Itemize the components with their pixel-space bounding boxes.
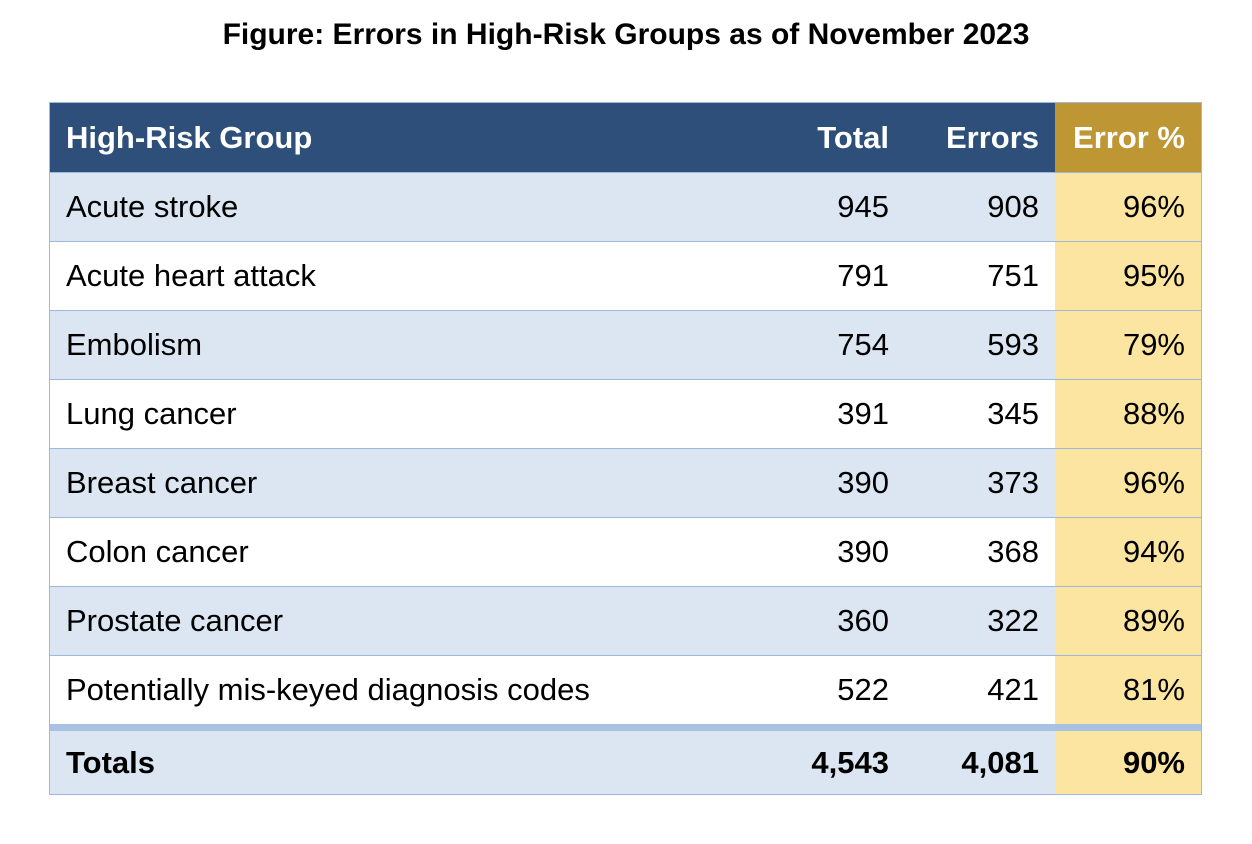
errors-cell: 373 [987,465,1039,500]
error-percent-cell: 89% [1055,587,1201,655]
totals-row: Totals 4,543 4,081 90% [50,724,1201,794]
error-percent-cell: 94% [1055,518,1201,586]
total-cell: 791 [837,258,889,293]
table-row: Acute heart attack 791 751 95% [50,241,1201,310]
group-cell: Embolism [66,327,203,362]
table-row: Embolism 754 593 79% [50,310,1201,379]
table-row: Acute stroke 945 908 96% [50,172,1201,241]
totals-total: 4,543 [811,744,889,780]
total-cell: 522 [837,672,889,707]
errors-cell: 421 [987,672,1039,707]
error-percent-cell: 81% [1055,656,1201,724]
group-cell: Acute stroke [66,189,239,224]
total-cell: 390 [837,465,889,500]
error-percent-cell: 96% [1055,173,1201,241]
table-row: Potentially mis-keyed diagnosis codes 52… [50,655,1201,724]
errors-cell: 908 [987,189,1039,224]
errors-cell: 593 [987,327,1039,362]
table-row: Colon cancer 390 368 94% [50,517,1201,586]
header-total: Total [817,119,889,155]
group-cell: Colon cancer [66,534,249,569]
errors-table: High-Risk Group Total Errors Error % Acu… [49,102,1202,795]
table-row: Prostate cancer 360 322 89% [50,586,1201,655]
total-cell: 754 [837,327,889,362]
header-errors: Errors [945,119,1039,155]
total-cell: 945 [837,189,889,224]
errors-cell: 345 [987,396,1039,431]
errors-cell: 751 [987,258,1039,293]
header-error-percent: Error % [1055,103,1201,172]
table-row: Lung cancer 391 345 88% [50,379,1201,448]
figure-title: Figure: Errors in High-Risk Groups as of… [222,18,1030,51]
table-header-row: High-Risk Group Total Errors Error % [50,103,1201,172]
total-cell: 360 [837,603,889,638]
group-cell: Breast cancer [66,465,258,500]
totals-label: Totals [66,744,155,780]
error-percent-cell: 96% [1055,449,1201,517]
error-percent-cell: 88% [1055,380,1201,448]
error-percent-cell: 79% [1055,311,1201,379]
table-row: Breast cancer 390 373 96% [50,448,1201,517]
group-cell: Lung cancer [66,396,237,431]
totals-error-percent: 90% [1055,731,1201,794]
error-percent-cell: 95% [1055,242,1201,310]
errors-cell: 322 [987,603,1039,638]
group-cell: Prostate cancer [66,603,284,638]
group-cell: Acute heart attack [66,258,316,293]
errors-cell: 368 [987,534,1039,569]
total-cell: 390 [837,534,889,569]
total-cell: 391 [837,396,889,431]
totals-errors: 4,081 [961,744,1039,780]
group-cell: Potentially mis-keyed diagnosis codes [66,672,590,707]
header-high-risk-group: High-Risk Group [66,119,313,155]
